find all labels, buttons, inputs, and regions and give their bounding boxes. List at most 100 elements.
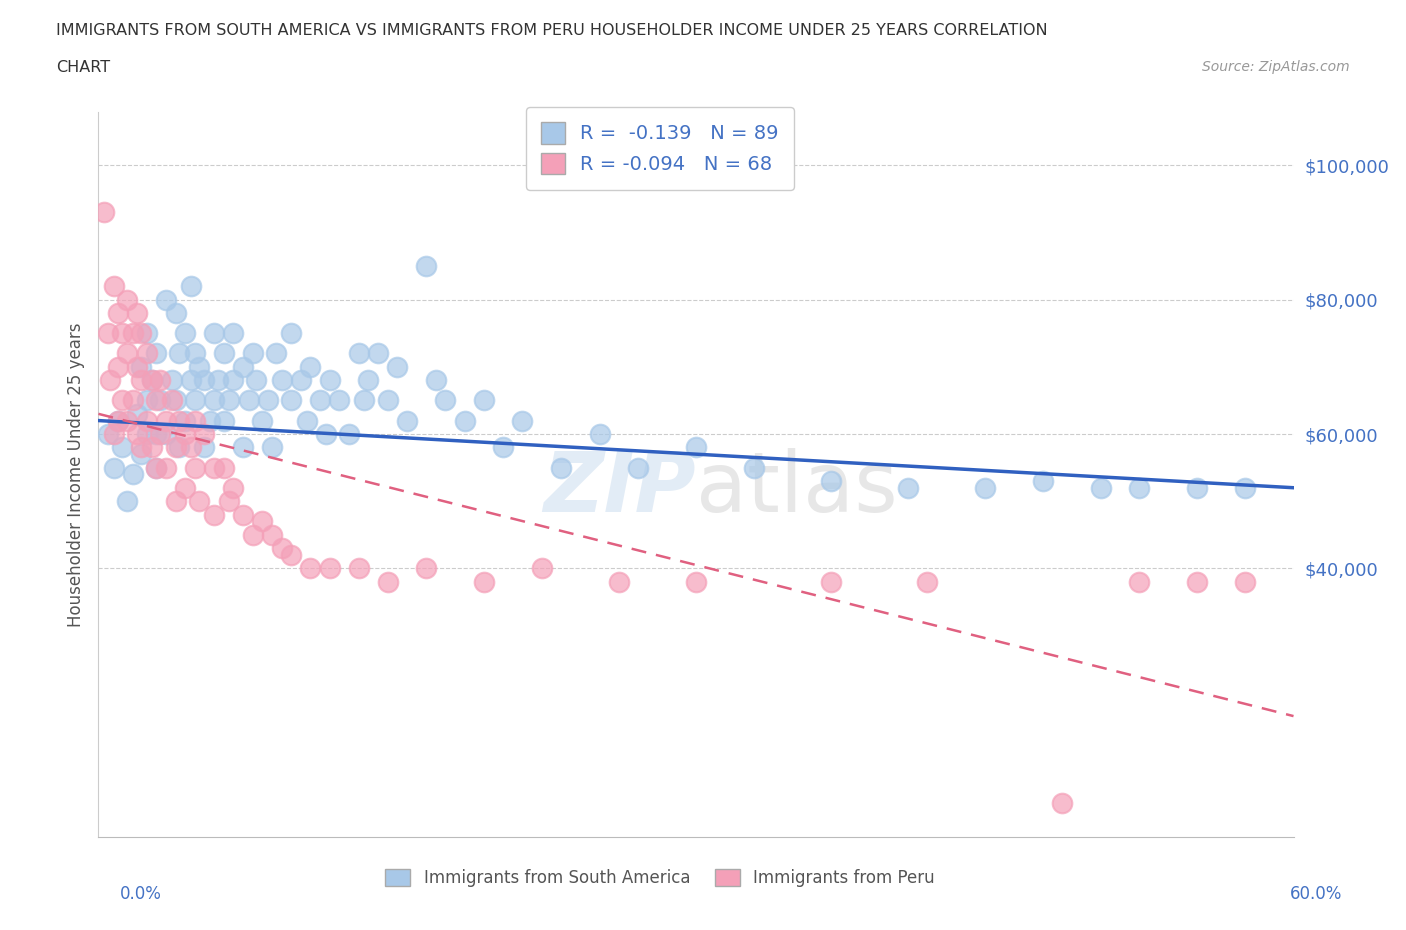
Point	[145, 460, 167, 475]
Point	[245, 373, 267, 388]
Point	[97, 326, 120, 340]
Point	[184, 413, 207, 428]
Y-axis label: Householder Income Under 25 years: Householder Income Under 25 years	[66, 322, 84, 627]
Point	[492, 440, 515, 455]
Point	[897, 480, 920, 495]
Point	[315, 427, 337, 442]
Point	[232, 440, 254, 455]
Text: IMMIGRANTS FROM SOUTH AMERICA VS IMMIGRANTS FROM PERU HOUSEHOLDER INCOME UNDER 2: IMMIGRANTS FROM SOUTH AMERICA VS IMMIGRA…	[56, 23, 1047, 38]
Point	[260, 440, 283, 455]
Point	[232, 359, 254, 374]
Point	[242, 346, 264, 361]
Point	[110, 326, 132, 340]
Point	[415, 561, 437, 576]
Point	[193, 427, 215, 442]
Point	[425, 373, 447, 388]
Point	[107, 359, 129, 374]
Point	[1050, 796, 1073, 811]
Point	[129, 440, 152, 455]
Point	[117, 494, 139, 509]
Point	[135, 326, 157, 340]
Point	[107, 413, 129, 428]
Point	[165, 440, 187, 455]
Point	[299, 561, 322, 576]
Text: Source: ZipAtlas.com: Source: ZipAtlas.com	[1202, 60, 1350, 74]
Point	[820, 575, 842, 590]
Point	[117, 346, 139, 361]
Point	[141, 440, 163, 455]
Point	[820, 473, 842, 488]
Point	[129, 326, 152, 340]
Point	[290, 373, 312, 388]
Point	[122, 393, 145, 408]
Point	[627, 460, 650, 475]
Text: 60.0%: 60.0%	[1291, 885, 1343, 903]
Point	[135, 393, 157, 408]
Point	[202, 393, 225, 408]
Point	[218, 494, 240, 509]
Point	[222, 480, 245, 495]
Point	[1128, 480, 1150, 495]
Point	[367, 346, 389, 361]
Point	[1032, 473, 1054, 488]
Point	[212, 460, 235, 475]
Point	[1185, 575, 1208, 590]
Legend: Immigrants from South America, Immigrants from Peru: Immigrants from South America, Immigrant…	[378, 862, 942, 894]
Point	[222, 373, 245, 388]
Point	[588, 427, 610, 442]
Point	[319, 373, 342, 388]
Point	[122, 467, 145, 482]
Point	[169, 346, 191, 361]
Point	[1090, 480, 1112, 495]
Point	[129, 446, 152, 461]
Point	[145, 346, 167, 361]
Point	[550, 460, 572, 475]
Point	[117, 413, 139, 428]
Point	[160, 393, 183, 408]
Point	[145, 427, 167, 442]
Point	[180, 373, 202, 388]
Point	[395, 413, 418, 428]
Point	[270, 373, 292, 388]
Point	[107, 413, 129, 428]
Point	[184, 393, 207, 408]
Point	[530, 561, 553, 576]
Point	[232, 507, 254, 522]
Point	[252, 514, 274, 529]
Text: 0.0%: 0.0%	[120, 885, 162, 903]
Point	[685, 440, 707, 455]
Point	[110, 440, 132, 455]
Point	[125, 306, 148, 321]
Point	[347, 561, 370, 576]
Point	[155, 292, 177, 307]
Point	[149, 393, 172, 408]
Point	[299, 359, 322, 374]
Point	[103, 427, 125, 442]
Point	[295, 413, 318, 428]
Point	[125, 359, 148, 374]
Point	[103, 279, 125, 294]
Point	[122, 326, 145, 340]
Point	[155, 460, 177, 475]
Point	[434, 393, 457, 408]
Point	[207, 373, 229, 388]
Point	[129, 373, 152, 388]
Point	[264, 346, 287, 361]
Point	[110, 393, 132, 408]
Point	[218, 393, 240, 408]
Point	[212, 413, 235, 428]
Point	[135, 427, 157, 442]
Point	[257, 393, 280, 408]
Point	[125, 406, 148, 421]
Point	[202, 326, 225, 340]
Point	[242, 527, 264, 542]
Point	[512, 413, 534, 428]
Point	[337, 427, 360, 442]
Point	[149, 427, 172, 442]
Point	[415, 259, 437, 273]
Point	[200, 413, 222, 428]
Text: ZIP: ZIP	[543, 448, 696, 529]
Point	[202, 507, 225, 522]
Text: CHART: CHART	[56, 60, 110, 75]
Point	[377, 393, 399, 408]
